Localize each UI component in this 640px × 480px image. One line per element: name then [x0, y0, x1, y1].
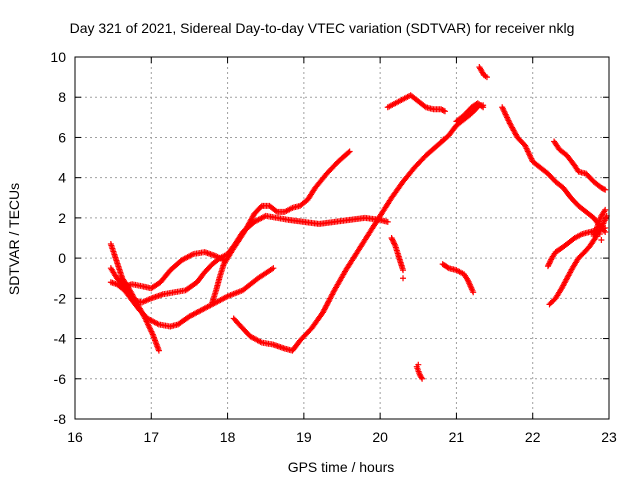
x-tick-label: 16 [67, 429, 83, 445]
data-markers [107, 64, 610, 382]
data-point [389, 237, 396, 244]
data-point [400, 267, 407, 274]
data-point [268, 266, 275, 273]
data-point [415, 361, 422, 368]
data-point [384, 218, 391, 225]
y-tick-label: 2 [58, 210, 66, 226]
data-point [470, 289, 477, 296]
data-point [600, 186, 607, 193]
y-tick-label: -6 [54, 371, 67, 387]
data-point [546, 260, 553, 267]
y-tick-label: -2 [54, 290, 67, 306]
data-point [440, 136, 447, 143]
data-point [602, 224, 609, 231]
chart-title: Day 321 of 2021, Sidereal Day-to-day VTE… [70, 20, 575, 36]
x-tick-label: 23 [601, 429, 617, 445]
data-point [391, 241, 398, 248]
data-point [272, 207, 279, 214]
series-track-08 [384, 92, 448, 115]
series-track-10 [439, 261, 477, 296]
x-tick-labels: 16 17 18 19 20 21 22 23 [67, 429, 617, 445]
data-point [440, 107, 447, 114]
data-point [480, 104, 487, 111]
y-tick-label: -8 [54, 411, 67, 427]
data-point [388, 235, 395, 241]
data-point [602, 186, 609, 193]
data-point [270, 265, 277, 272]
data-point [602, 206, 609, 213]
x-axis-label: GPS time / hours [288, 459, 395, 475]
data-point [444, 264, 451, 271]
data-point [546, 259, 553, 266]
series-isolated [400, 136, 605, 368]
series-track-11 [476, 64, 490, 81]
series-track-06 [230, 102, 487, 354]
series-track-17 [590, 206, 609, 239]
data-point [598, 237, 605, 244]
data-point [345, 149, 352, 156]
x-tick-label: 19 [296, 429, 312, 445]
data-point [547, 257, 554, 264]
data-point [483, 74, 490, 81]
series-track-03 [107, 265, 277, 330]
y-tick-label: 6 [58, 129, 66, 145]
x-tick-label: 20 [372, 429, 388, 445]
y-tick-label: 8 [58, 89, 66, 105]
series-track-07 [388, 235, 407, 274]
data-point [389, 236, 396, 243]
data-point [390, 239, 397, 246]
plot-frame [74, 56, 610, 420]
data-point [346, 148, 353, 155]
data-point [545, 261, 552, 268]
series-track-14 [551, 138, 609, 193]
series-track-04 [117, 212, 391, 306]
data-point [441, 108, 448, 115]
data-point [419, 375, 426, 382]
y-tick-labels: 10 8 6 4 2 0 -2 -4 -6 -8 [50, 49, 66, 427]
y-tick-label: -4 [54, 331, 67, 347]
x-tick-label: 21 [449, 429, 465, 445]
data-point [400, 275, 407, 282]
y-tick-label: 0 [58, 250, 66, 266]
y-tick-label: 4 [58, 170, 66, 186]
series-track-05 [209, 148, 353, 306]
data-point [596, 230, 603, 237]
y-tick-label: 10 [50, 49, 66, 65]
x-tick-label: 22 [525, 429, 541, 445]
data-point [155, 347, 162, 354]
grid [75, 57, 609, 419]
data-point [544, 263, 551, 270]
data-point [257, 203, 264, 210]
x-tick-label: 18 [220, 429, 236, 445]
series-track-12 [413, 363, 426, 382]
data-point [391, 240, 398, 247]
y-axis-label: SDTVAR / TECUs [6, 183, 22, 295]
x-tick-label: 17 [143, 429, 159, 445]
series-track-09 [453, 100, 487, 125]
data-point [478, 103, 485, 110]
data-point [418, 374, 425, 381]
